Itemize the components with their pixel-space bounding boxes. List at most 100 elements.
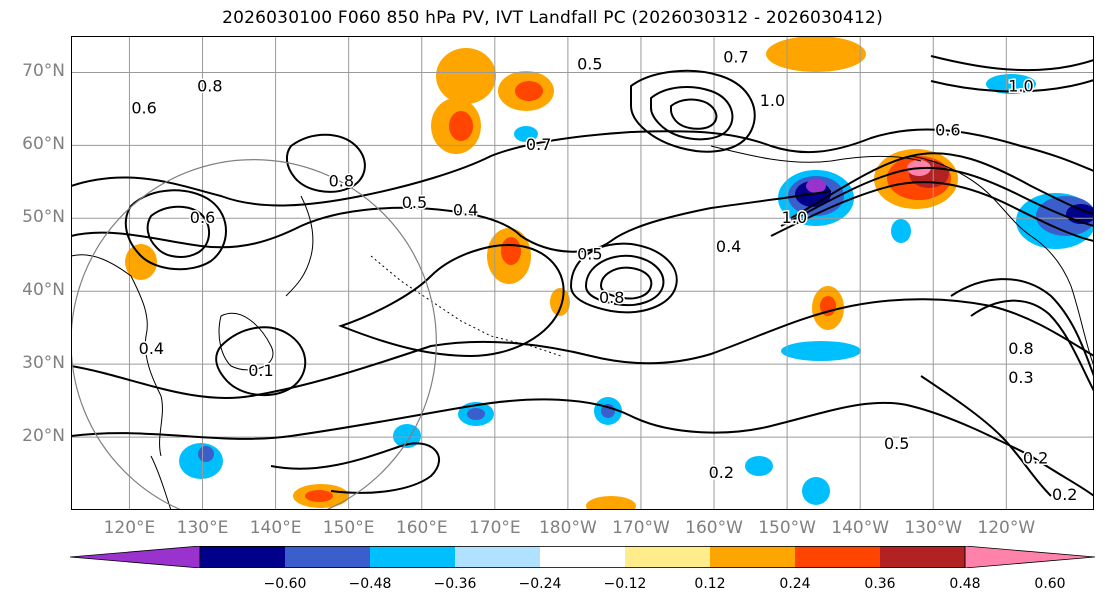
- graticule: [71, 36, 1094, 510]
- contour-line: [569, 242, 678, 314]
- range-circle: [71, 159, 437, 510]
- contour-line: [215, 326, 307, 396]
- latitude-label: 70°N: [22, 61, 65, 82]
- shading-negative: [467, 408, 485, 420]
- longitude-label: 140°W: [831, 518, 890, 538]
- colorbar-tick-label: −0.60: [263, 576, 307, 592]
- contour-line: [630, 69, 756, 153]
- longitude-label: 150°E: [322, 518, 375, 538]
- shading-positive: [766, 36, 866, 72]
- shading-positive: [125, 244, 157, 280]
- contour-line: [770, 181, 1094, 242]
- coastline-alaska: [710, 145, 922, 163]
- latitude-label: 30°N: [22, 353, 65, 374]
- contour-line: [930, 55, 1094, 72]
- latitude-label: 20°N: [22, 426, 65, 447]
- colorbar-bin: [200, 546, 285, 568]
- coastline-philippines: [150, 455, 172, 510]
- shading-negative: [891, 219, 911, 243]
- latitude-label: 60°N: [22, 134, 65, 155]
- contour-label: 0.6: [131, 98, 156, 117]
- contour-line: [790, 152, 1094, 219]
- colorbar-bin: [285, 546, 370, 568]
- longitude-label: 140°E: [249, 518, 302, 538]
- colorbar: [70, 546, 1095, 568]
- contour-label: 0.5: [884, 434, 909, 453]
- contour-label: 0.8: [329, 171, 354, 190]
- contour-line: [650, 86, 734, 141]
- colorbar-bin: [880, 546, 965, 568]
- colorbar-tick-label: 0.12: [694, 576, 726, 592]
- coastline-asia: [71, 254, 163, 457]
- contour-line: [71, 298, 1094, 400]
- longitude-label: 130°W: [904, 518, 963, 538]
- contour-line: [124, 189, 227, 271]
- colorbar-tick-label: 0.60: [1034, 576, 1066, 592]
- contour-label: 0.2: [1023, 448, 1048, 467]
- colorbar-tick-label: −0.12: [603, 576, 647, 592]
- longitude-label: 120°E: [103, 518, 156, 538]
- contour-label: 0.4: [139, 339, 164, 358]
- contour-labels: 0.8 0.6 0.8 0.6 0.4 0.1 0.5 0.4 0.7 0.5 0.7 1.0 0.5 0…: [130, 46, 1079, 506]
- contour-label: 0.4: [716, 237, 741, 256]
- map-background: [71, 36, 1094, 510]
- contour-line: [71, 398, 1094, 497]
- contour-line: [270, 442, 441, 494]
- contour-label: 0.7: [723, 47, 748, 66]
- coastline-sakhalin: [285, 195, 314, 297]
- contour-line: [970, 299, 1094, 392]
- longitude-label: 170°E: [468, 518, 521, 538]
- shading-negative: [745, 456, 773, 476]
- shading-positive: [550, 288, 570, 316]
- contour-line: [71, 190, 832, 253]
- longitude-label: 130°E: [176, 518, 229, 538]
- contour-label: 0.4: [453, 201, 478, 220]
- contour-line: [950, 278, 1094, 377]
- shading-positive: [436, 48, 496, 104]
- contour-label: 1.0: [1008, 77, 1033, 96]
- contour-label: 0.5: [402, 193, 427, 212]
- contour-label: 1.0: [760, 91, 785, 110]
- map-title: 2026030100 F060 850 hPa PV, IVT Landfall…: [222, 8, 883, 28]
- colorbar-tick-label: −0.24: [518, 576, 562, 592]
- contour-label: 0.6: [190, 208, 215, 227]
- contour-label: 0.6: [935, 120, 960, 139]
- contour-label: 0.7: [526, 135, 551, 154]
- map-panel: 0.8 0.6 0.8 0.6 0.4 0.1 0.5 0.4 0.7 0.5 0.7 1.0 0.5 0…: [71, 36, 1094, 510]
- colorbar-tick-label: −0.36: [433, 576, 477, 592]
- coastline-japan: [218, 312, 274, 371]
- contour-label: 0.5: [577, 244, 602, 263]
- longitude-label: 160°E: [395, 518, 448, 538]
- colorbar-bin: [795, 546, 880, 568]
- longitude-label: 160°W: [685, 518, 743, 538]
- contour-label: 1.0: [782, 208, 807, 227]
- colorbar-bin: [370, 546, 455, 568]
- colorbar-tick-label: 0.24: [779, 576, 811, 592]
- pv-shading: [125, 36, 1094, 510]
- contour-line: [146, 205, 210, 258]
- colorbar-bin: [710, 546, 795, 568]
- coastline-aleutian-ridge: [370, 255, 562, 357]
- colorbar-tick-label: 0.48: [949, 576, 981, 592]
- contour-line: [584, 254, 665, 306]
- shading-negative: [514, 126, 538, 142]
- contour-line: [920, 375, 1052, 497]
- contour-line: [285, 133, 366, 193]
- contour-line: [780, 166, 1094, 227]
- shading-negative: [986, 74, 1036, 94]
- colorbar-bin: [455, 546, 540, 568]
- shading-negative: [802, 477, 830, 505]
- colorbar-bin: [625, 546, 710, 568]
- map-frame: [71, 36, 1094, 510]
- contour-line: [338, 244, 565, 358]
- contour-label: 0.3: [1008, 368, 1033, 387]
- shading-positive: [515, 81, 543, 101]
- contour-line: [930, 79, 1094, 93]
- longitude-label: 170°W: [612, 518, 670, 538]
- shading-positive: [449, 111, 473, 141]
- shading-negative: [781, 341, 861, 361]
- longitude-label: 120°W: [977, 518, 1036, 538]
- latitude-label: 50°N: [22, 207, 65, 228]
- longitude-label: 180°W: [538, 518, 597, 538]
- contour-label: 0.8: [599, 288, 624, 307]
